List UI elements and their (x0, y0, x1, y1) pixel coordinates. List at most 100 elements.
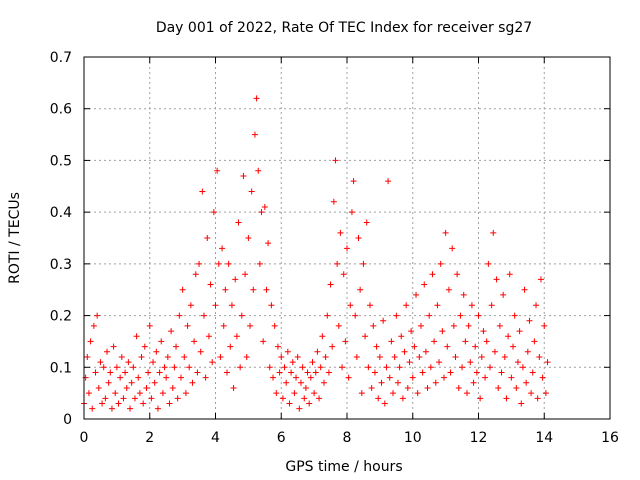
x-tick-label: 8 (343, 430, 352, 446)
data-point (503, 395, 510, 402)
data-point (104, 348, 111, 355)
data-point (238, 312, 245, 319)
data-point (528, 390, 535, 397)
data-point (240, 172, 247, 179)
data-point (319, 333, 326, 340)
data-point (278, 353, 285, 360)
data-point (173, 343, 180, 350)
data-point (409, 374, 416, 381)
data-point (90, 322, 97, 329)
data-point (437, 260, 444, 267)
data-point (258, 209, 265, 216)
data-point (506, 271, 513, 278)
data-point (317, 364, 324, 371)
y-axis-label: ROTI / TECUs (7, 192, 23, 284)
data-point (327, 281, 334, 288)
data-point (89, 405, 96, 412)
data-point (247, 322, 254, 329)
data-point (265, 240, 272, 247)
data-point (288, 369, 295, 376)
data-point (279, 395, 286, 402)
data-point (222, 286, 229, 293)
data-point (352, 312, 359, 319)
data-point (483, 338, 490, 345)
data-point (475, 312, 482, 319)
data-point (171, 364, 178, 371)
data-point (350, 178, 357, 185)
data-point (99, 400, 106, 407)
data-point (390, 390, 397, 397)
data-point (186, 364, 193, 371)
data-point (501, 353, 508, 360)
data-point (493, 276, 500, 283)
data-point (429, 271, 436, 278)
data-point (299, 364, 306, 371)
data-point (314, 348, 321, 355)
data-point (411, 343, 418, 350)
data-point (510, 343, 517, 350)
data-point (255, 167, 262, 174)
data-point (541, 322, 548, 329)
data-point (84, 353, 91, 360)
data-point (518, 400, 525, 407)
y-tick-label: 0.2 (50, 309, 72, 325)
chart-title: Day 001 of 2022, Rate Of TEC Index for r… (156, 20, 532, 36)
data-point (357, 286, 364, 293)
data-point (531, 338, 538, 345)
data-point (304, 369, 311, 376)
data-point (376, 353, 383, 360)
data-point (524, 348, 531, 355)
data-point (472, 343, 479, 350)
data-point (393, 312, 400, 319)
data-point (358, 390, 365, 397)
x-tick-label: 0 (80, 430, 89, 446)
data-point (455, 384, 462, 391)
x-tick-label: 16 (601, 430, 619, 446)
data-point (122, 369, 129, 376)
data-point (294, 353, 301, 360)
y-tick-label: 0 (63, 412, 72, 428)
data-point (297, 379, 304, 386)
data-point (141, 343, 148, 350)
data-point (128, 379, 135, 386)
data-point (301, 395, 308, 402)
data-point (117, 374, 124, 381)
data-point (370, 322, 377, 329)
data-point (233, 333, 240, 340)
data-point (337, 229, 344, 236)
data-point (283, 379, 290, 386)
data-point (414, 390, 421, 397)
data-point (311, 390, 318, 397)
data-point (94, 312, 101, 319)
data-point (87, 338, 94, 345)
x-tick-label: 6 (277, 430, 286, 446)
data-point (332, 157, 339, 164)
data-point (348, 209, 355, 216)
y-tick-label: 0.4 (50, 205, 72, 221)
data-point (286, 400, 293, 407)
data-point (200, 312, 207, 319)
data-point (470, 379, 477, 386)
data-point (362, 333, 369, 340)
data-point (490, 229, 497, 236)
data-point (417, 322, 424, 329)
data-point (271, 322, 278, 329)
data-point (480, 328, 487, 335)
data-point (250, 286, 257, 293)
data-point (108, 405, 115, 412)
data-point (353, 353, 360, 360)
data-point (544, 359, 551, 366)
data-point (403, 302, 410, 309)
y-tick-label: 0.1 (50, 360, 72, 376)
data-point (150, 359, 157, 366)
data-point (140, 400, 147, 407)
data-point (151, 379, 158, 386)
data-point (123, 384, 130, 391)
data-point (340, 271, 347, 278)
y-tick-label: 0.7 (50, 50, 72, 66)
data-point (168, 328, 175, 335)
data-point (324, 312, 331, 319)
data-point (156, 369, 163, 376)
data-point (235, 219, 242, 226)
data-point (467, 359, 474, 366)
